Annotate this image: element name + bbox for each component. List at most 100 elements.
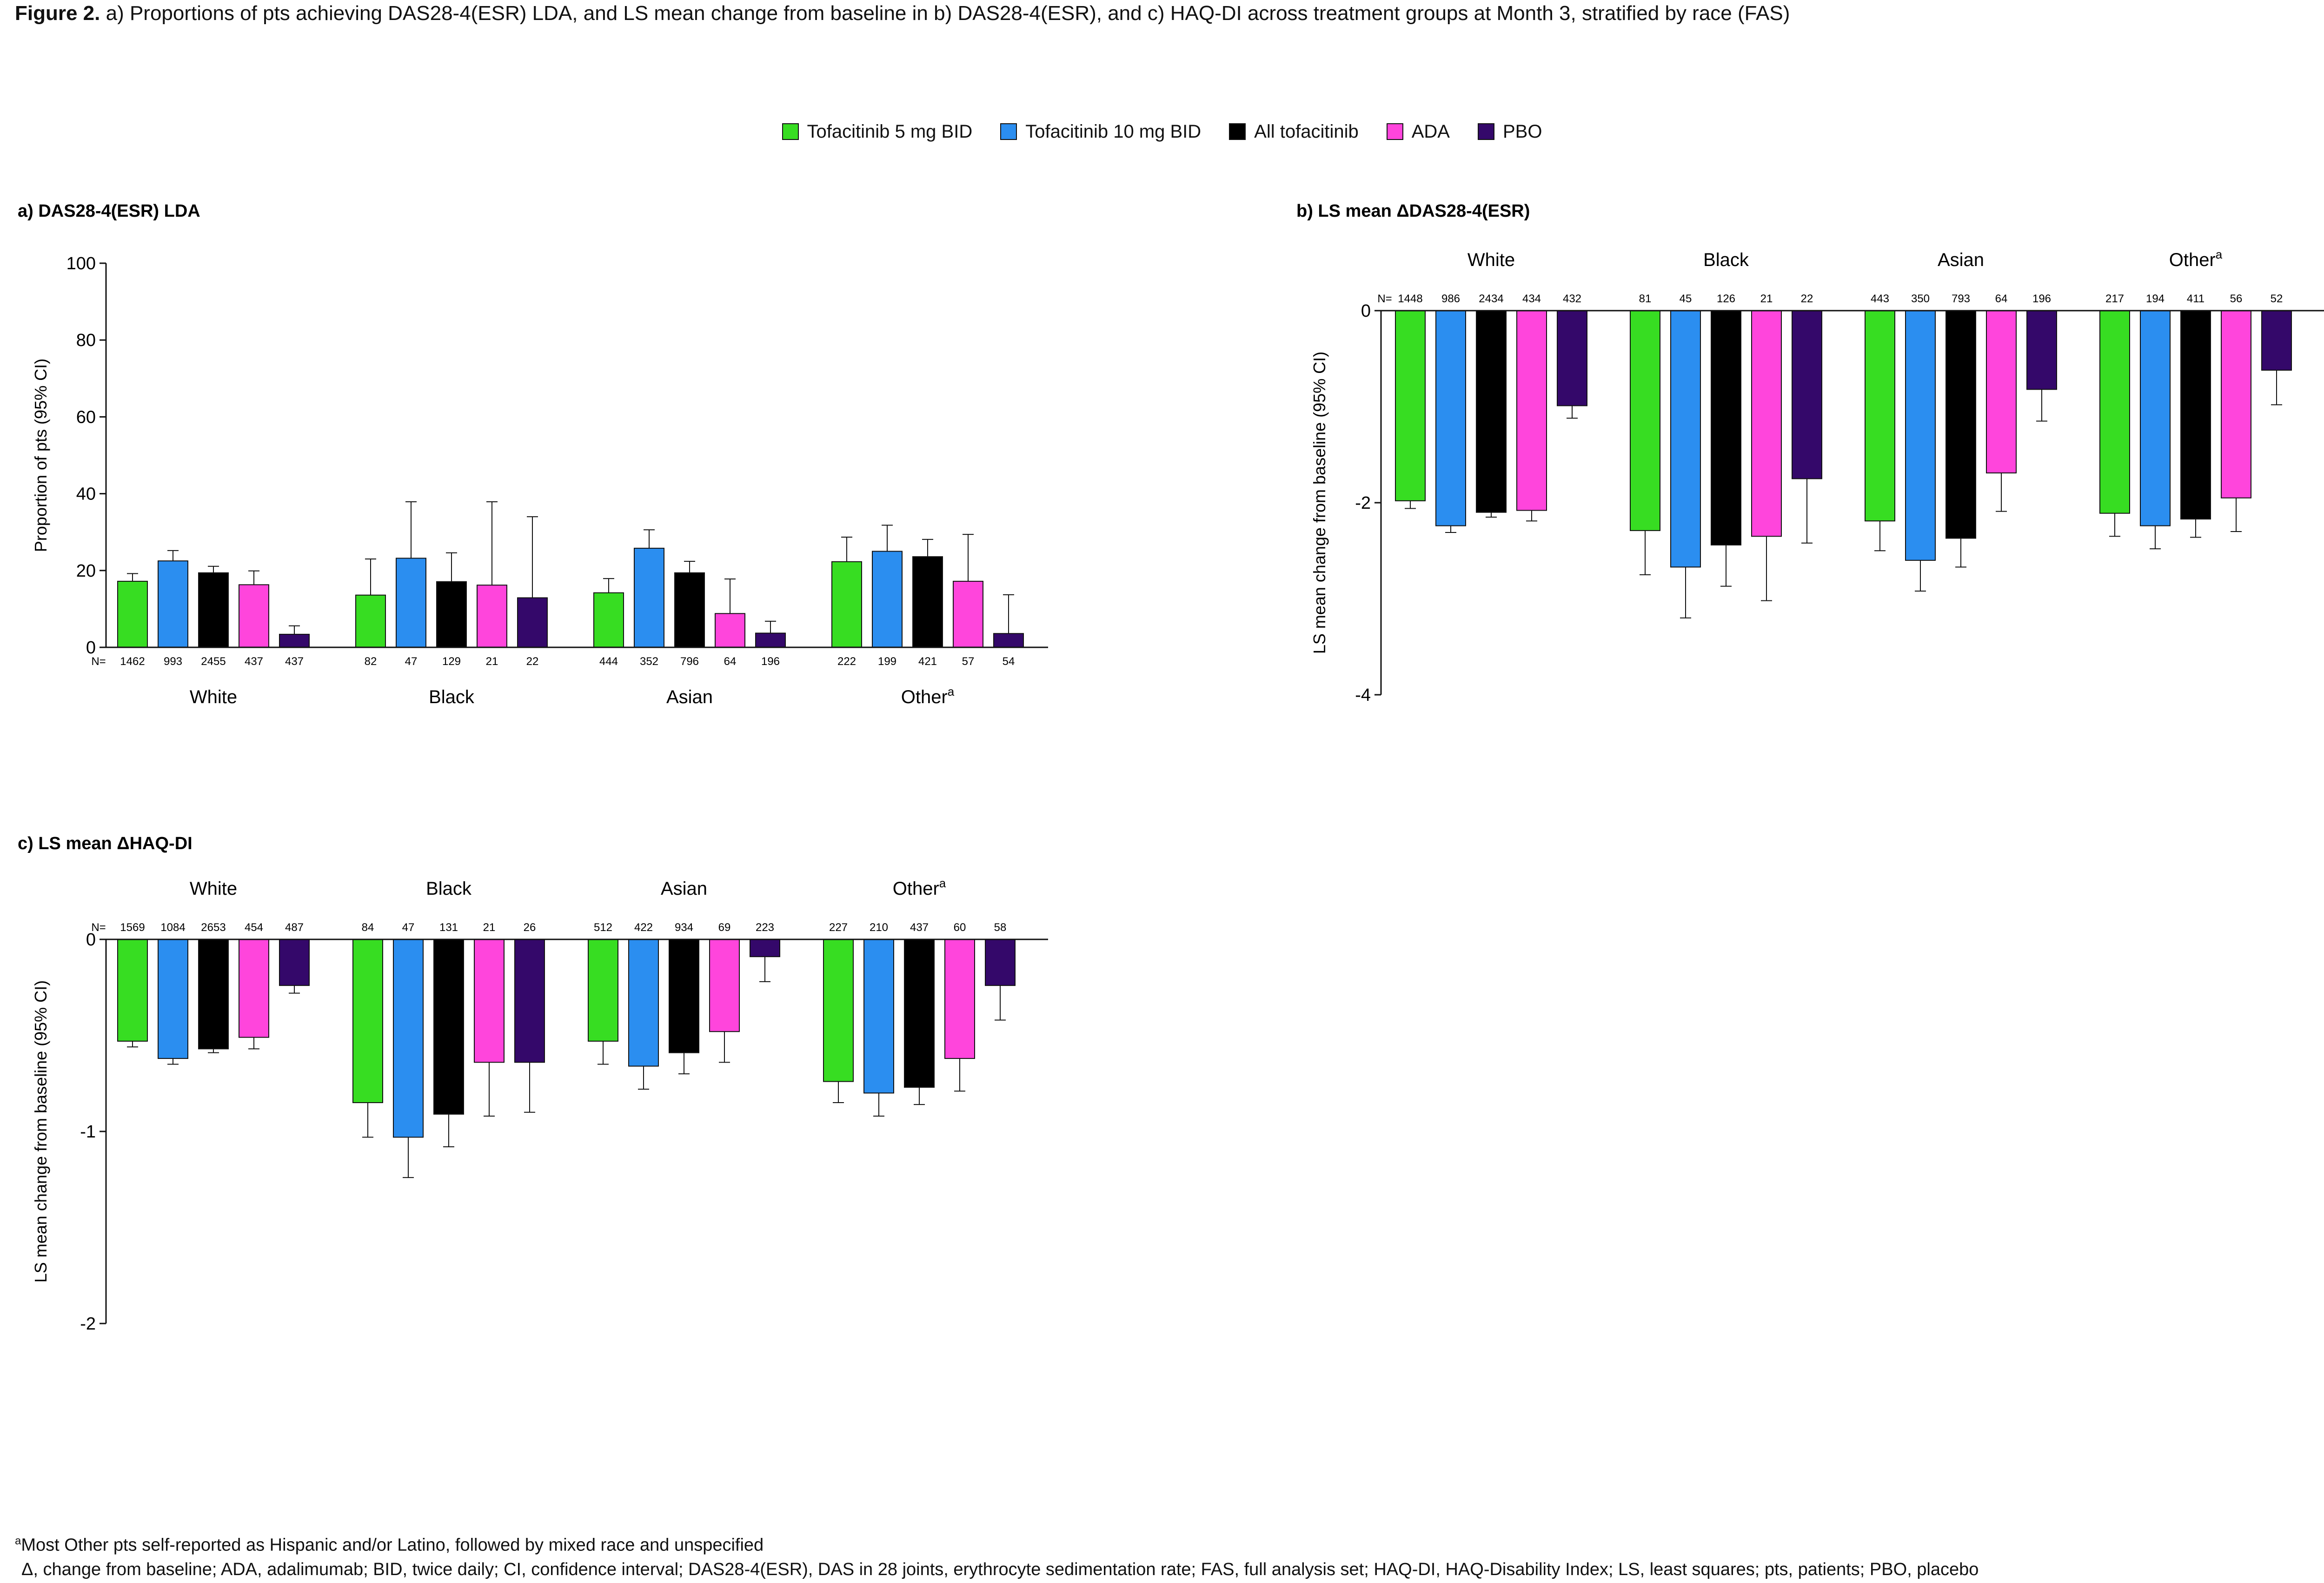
n-label: 82 xyxy=(365,655,377,668)
bar xyxy=(477,585,507,648)
n-label: 223 xyxy=(756,921,774,934)
n-label: 1448 xyxy=(1398,293,1422,305)
n-label: 222 xyxy=(837,655,856,668)
group-label: Black xyxy=(1703,250,1749,270)
n-label: 1084 xyxy=(160,921,185,934)
y-tick-label: 20 xyxy=(76,561,96,581)
n-label: 1569 xyxy=(120,921,145,934)
n-label: 58 xyxy=(994,921,1007,934)
y-tick-label: -1 xyxy=(80,1122,96,1142)
n-label: 411 xyxy=(2187,293,2204,305)
group-label: White xyxy=(190,687,237,707)
n-label: 934 xyxy=(675,921,693,934)
panel-title: b) LS mean ΔDAS28-4(ESR) xyxy=(1296,201,1530,221)
bar xyxy=(831,561,862,648)
legend-label: Tofacitinib 5 mg BID xyxy=(807,121,973,142)
bar xyxy=(912,556,943,648)
n-label: 444 xyxy=(599,655,618,668)
n-label: 2653 xyxy=(201,921,226,934)
bar xyxy=(2261,310,2292,371)
group-label: Othera xyxy=(901,685,955,707)
n-label: 69 xyxy=(718,921,731,934)
bar xyxy=(1905,310,1936,561)
n-label: 52 xyxy=(2271,293,2283,305)
y-tick-label: 0 xyxy=(86,638,96,658)
bar xyxy=(352,939,383,1104)
n-label: 437 xyxy=(285,655,304,668)
bar xyxy=(628,939,659,1067)
n-label: 422 xyxy=(634,921,653,934)
legend-swatch xyxy=(1000,123,1017,140)
bar xyxy=(2221,310,2251,499)
bar xyxy=(1670,310,1701,568)
n-label: 443 xyxy=(1871,293,1889,305)
n-label: 64 xyxy=(1995,293,2008,305)
n-label: 194 xyxy=(2146,293,2165,305)
bar xyxy=(1557,310,1587,406)
bar xyxy=(514,939,545,1063)
n-label: 129 xyxy=(442,655,461,668)
bar xyxy=(872,551,903,648)
n-label: 64 xyxy=(724,655,737,668)
bar xyxy=(904,939,935,1088)
bar xyxy=(1986,310,2017,473)
footnote-other-text: Most Other pts self-reported as Hispanic… xyxy=(21,1535,764,1555)
legend-swatch xyxy=(1229,123,1246,140)
bar xyxy=(750,939,780,958)
y-tick-label: 80 xyxy=(76,331,96,350)
legend-label: ADA xyxy=(1411,121,1450,142)
group-label: Othera xyxy=(2169,247,2223,270)
n-label: 26 xyxy=(524,921,536,934)
n-prefix-label: N= xyxy=(1377,293,1392,305)
legend-swatch xyxy=(782,123,799,140)
n-label: 432 xyxy=(1563,293,1581,305)
n-label: 1462 xyxy=(120,655,145,668)
bar xyxy=(198,572,229,648)
bar xyxy=(1792,310,1822,479)
n-label: 993 xyxy=(164,655,182,668)
bar xyxy=(2099,310,2130,514)
footnote-marker: a xyxy=(15,1535,21,1547)
legend-swatch xyxy=(1477,123,1494,140)
n-label: 2434 xyxy=(1479,293,1503,305)
n-label: 81 xyxy=(1639,293,1652,305)
bar xyxy=(239,584,269,648)
bar xyxy=(993,633,1024,648)
bar xyxy=(953,580,983,648)
bar xyxy=(985,939,1016,986)
n-label: 199 xyxy=(878,655,896,668)
bar xyxy=(1516,310,1547,511)
bar xyxy=(1946,310,1976,539)
legend-item-4: PBO xyxy=(1477,121,1542,142)
y-tick-label: 100 xyxy=(66,254,96,273)
n-label: 56 xyxy=(2230,293,2243,305)
n-label: 986 xyxy=(1441,293,1460,305)
n-label: 196 xyxy=(2032,293,2051,305)
n-label: 454 xyxy=(245,921,263,934)
y-tick-label: -2 xyxy=(1355,493,1371,513)
panel-title: a) DAS28-4(ESR) LDA xyxy=(18,201,200,221)
bar xyxy=(433,939,464,1115)
bar xyxy=(1865,310,1895,522)
n-label: 22 xyxy=(1801,293,1813,305)
bar xyxy=(239,939,269,1038)
n-label: 796 xyxy=(680,655,699,668)
n-label: 227 xyxy=(829,921,848,934)
group-label-superscript: a xyxy=(948,685,955,698)
bar xyxy=(158,560,188,648)
group-label-superscript: a xyxy=(2216,247,2223,261)
footnote-other: aMost Other pts self-reported as Hispani… xyxy=(15,1535,764,1556)
legend-item-0: Tofacitinib 5 mg BID xyxy=(782,121,973,142)
y-tick-label: 60 xyxy=(76,407,96,427)
group-label: Asian xyxy=(666,687,713,707)
n-label: 217 xyxy=(2105,293,2124,305)
chart-b-ls-mean-das28: b) LS mean ΔDAS28-4(ESR) LS mean change f… xyxy=(1296,201,2324,705)
n-label: 793 xyxy=(1952,293,1970,305)
bar xyxy=(2180,310,2211,520)
bar xyxy=(709,939,740,1032)
n-label: 21 xyxy=(483,921,496,934)
n-label: 512 xyxy=(594,921,612,934)
bar xyxy=(117,939,148,1042)
n-prefix-label: N= xyxy=(91,921,106,934)
y-axis-label: LS mean change from baseline (95% CI) xyxy=(1310,352,1329,654)
